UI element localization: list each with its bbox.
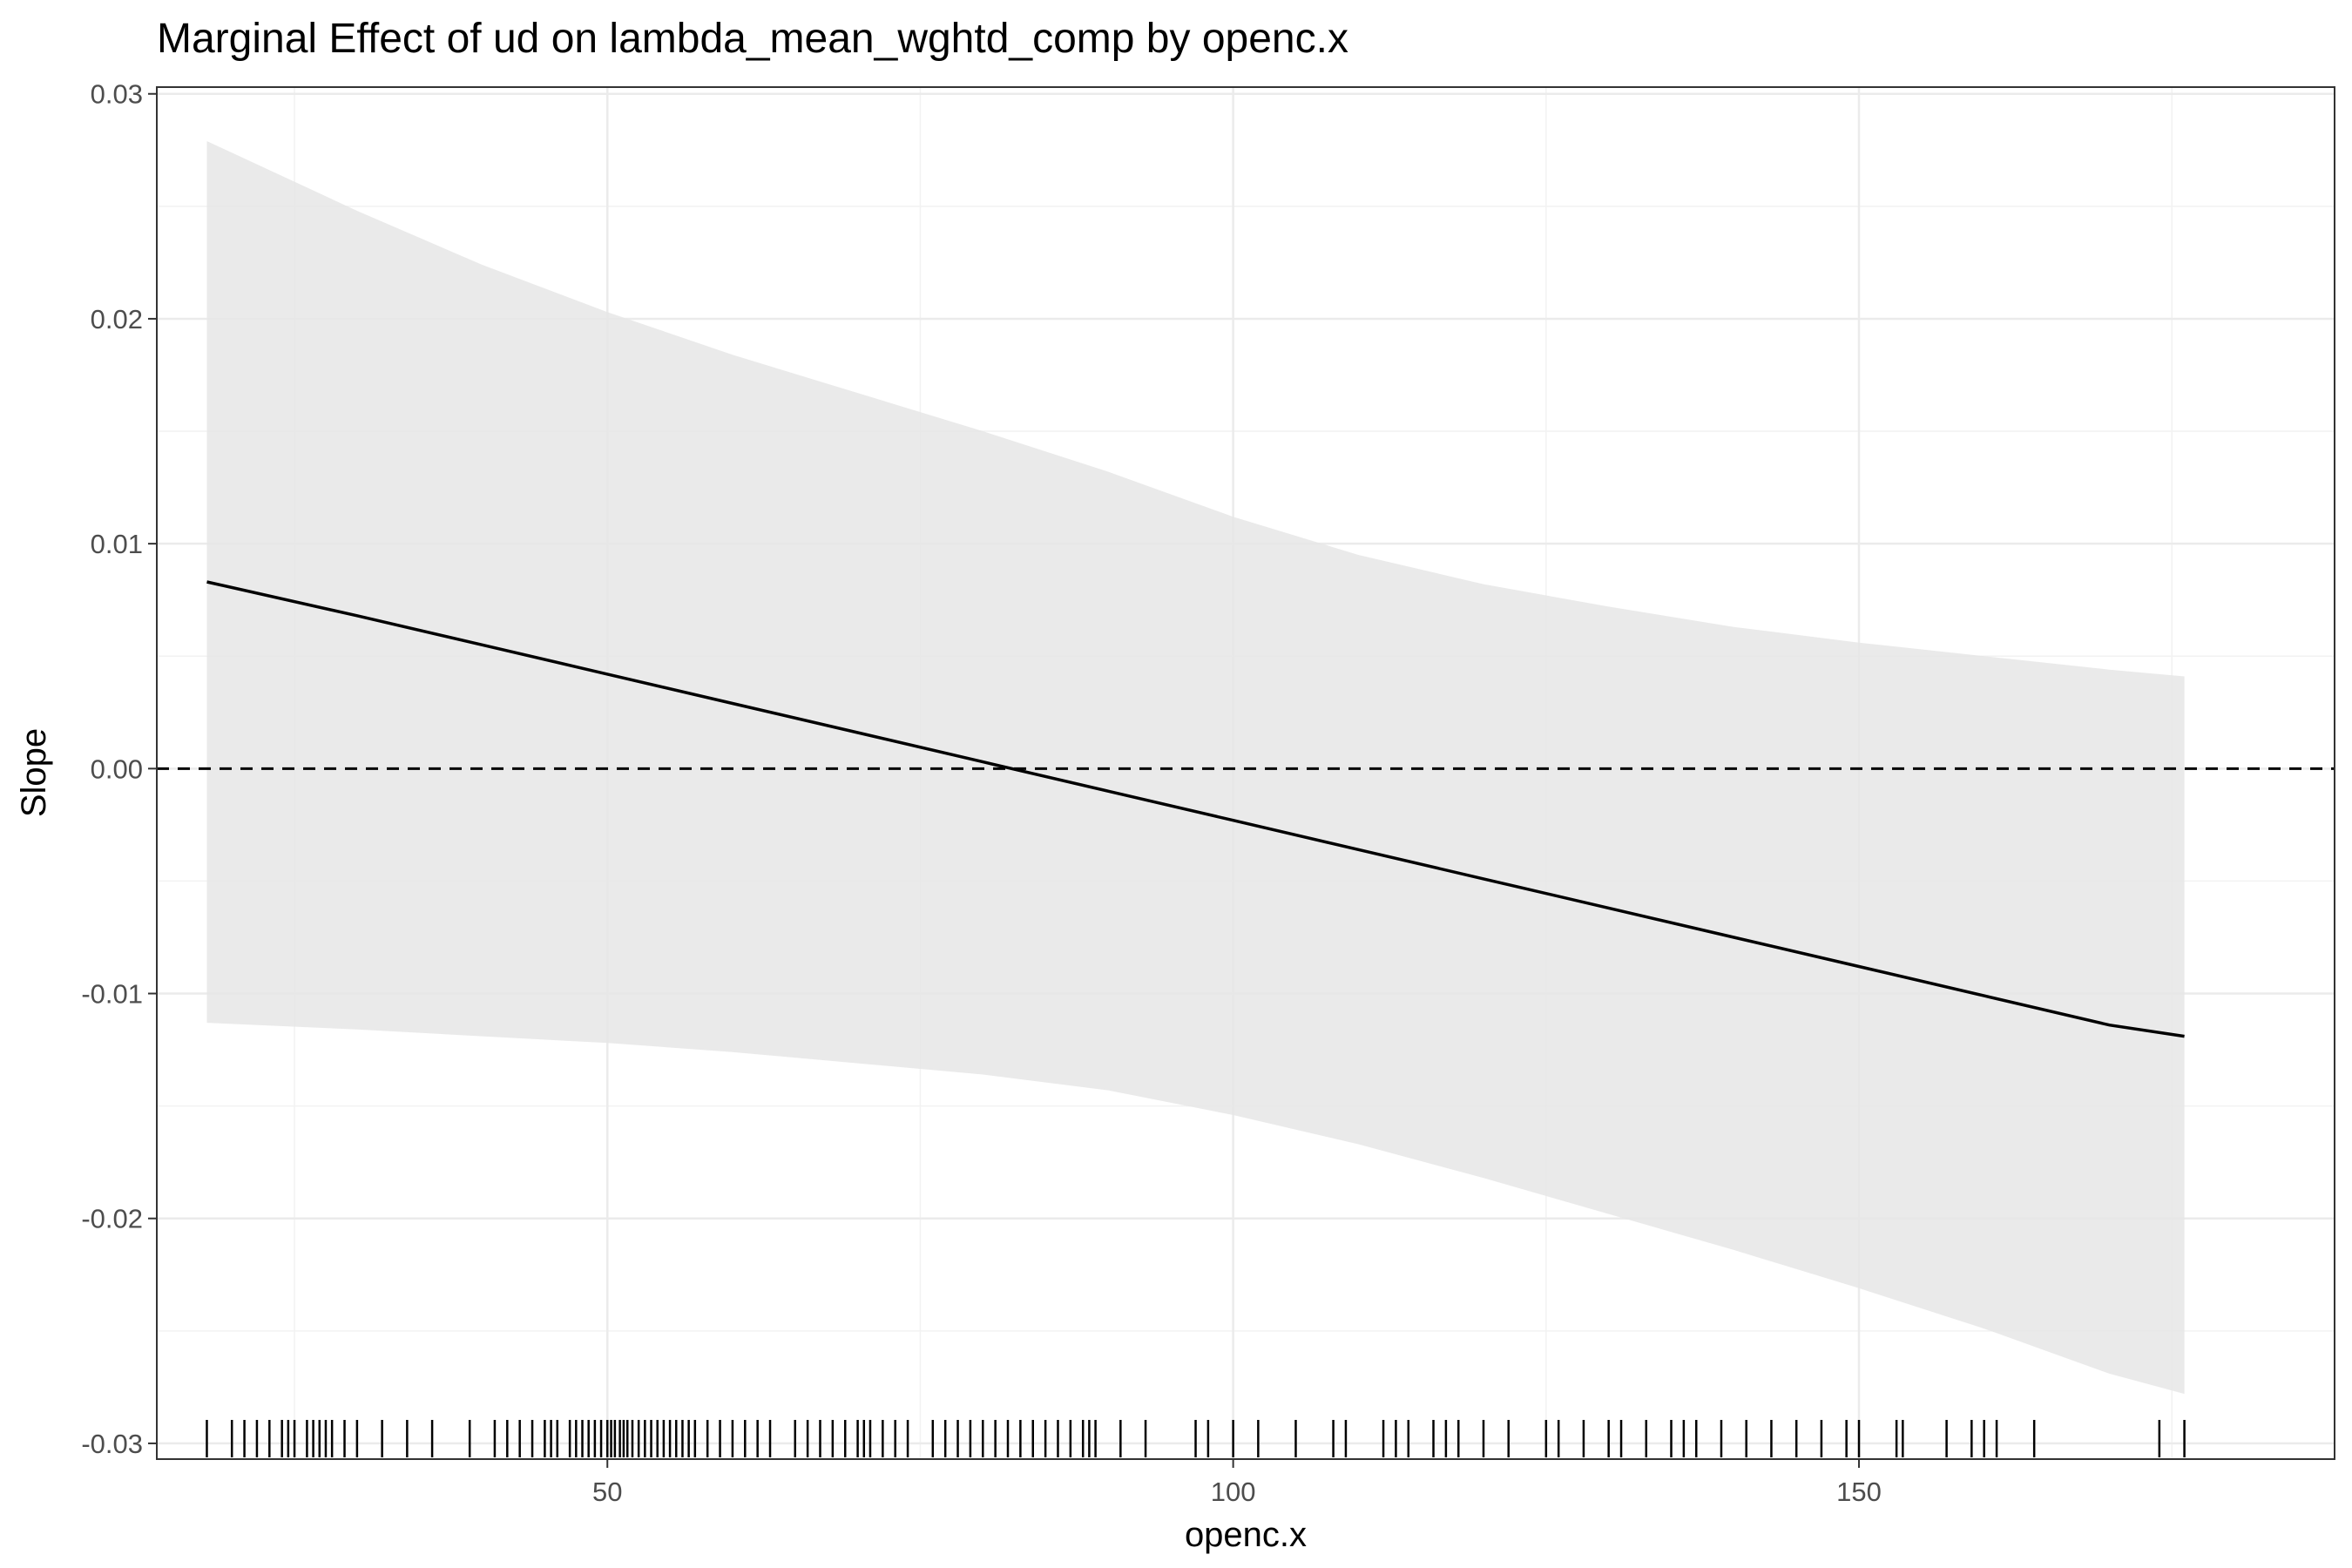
x-tick-label: 50	[592, 1477, 622, 1507]
x-axis-title: openc.x	[1185, 1516, 1307, 1554]
y-axis-ticks: -0.03 -0.02 -0.01 0.00 0.01 0.02 0.03	[81, 79, 157, 1459]
x-axis-ticks: 50 100 150	[592, 1459, 1882, 1507]
confidence-band	[206, 141, 2185, 1395]
y-tick-label: 0.02	[91, 304, 143, 335]
plot-panel-border	[156, 86, 2335, 1460]
x-tick-label: 100	[1211, 1477, 1256, 1507]
y-tick-label: 0.00	[91, 754, 143, 784]
y-tick-label: 0.01	[91, 529, 143, 559]
marginal-effect-line	[206, 580, 2185, 1038]
rug-marks	[206, 1420, 2186, 1457]
y-tick-label: -0.02	[81, 1204, 143, 1234]
chart-title: Marginal Effect of ud on lambda_mean_wgh…	[157, 16, 1348, 62]
x-tick-label: 150	[1836, 1477, 1882, 1507]
y-axis-title: Slope	[15, 728, 53, 817]
y-tick-label: -0.01	[81, 979, 143, 1010]
y-tick-label: 0.03	[91, 79, 143, 110]
y-tick-label: -0.03	[81, 1429, 143, 1459]
